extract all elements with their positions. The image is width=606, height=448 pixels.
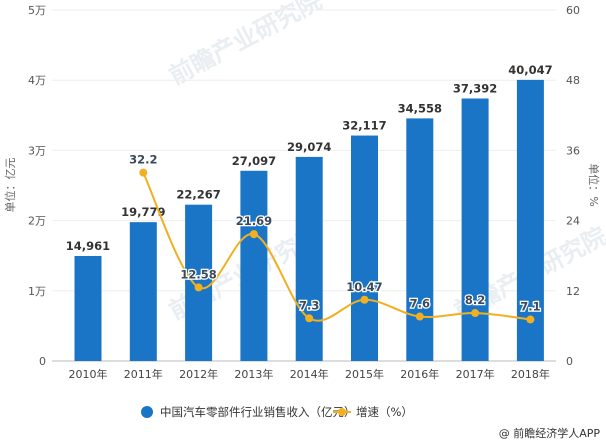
- x-tick-label: 2014年: [290, 367, 329, 381]
- bar-label: 32,117: [342, 119, 386, 133]
- bar-label: 29,074: [287, 140, 331, 154]
- legend-bar-marker: [141, 406, 153, 418]
- y2-axis-label: 单位：%: [587, 163, 601, 206]
- legend-line-label: 增速（%）: [356, 405, 413, 419]
- y2-tick-label: 24: [566, 215, 580, 228]
- y-tick-label: 0: [39, 355, 46, 368]
- growth-point: [526, 315, 535, 324]
- y-tick-label: 3万: [28, 144, 46, 157]
- growth-point: [305, 314, 314, 323]
- x-tick-label: 2018年: [511, 367, 550, 381]
- bar: [74, 255, 102, 361]
- growth-label: 12.58: [180, 267, 216, 281]
- bar: [461, 98, 489, 361]
- growth-point: [415, 312, 424, 321]
- bar: [295, 156, 323, 361]
- bar: [185, 204, 213, 361]
- y2-tick-label: 48: [566, 74, 580, 87]
- legend-line-marker-dot: [338, 408, 346, 416]
- growth-label: 7.6: [410, 297, 430, 311]
- y2-tick-label: 12: [566, 285, 580, 298]
- x-tick-label: 2012年: [179, 367, 218, 381]
- y2-tick-label: 36: [566, 144, 580, 157]
- bar-label: 27,097: [232, 154, 276, 168]
- growth-label: 21.69: [236, 214, 272, 228]
- growth-point: [139, 168, 148, 177]
- growth-point: [249, 230, 258, 239]
- source-label: @ 前瞻经济学人APP: [499, 426, 601, 440]
- y-tick-label: 5万: [28, 4, 46, 17]
- x-tick-label: 2016年: [400, 367, 439, 381]
- bar-label: 40,047: [508, 63, 552, 77]
- x-tick-label: 2011年: [124, 367, 163, 381]
- x-tick-label: 2010年: [69, 367, 108, 381]
- y2-tick-label: 60: [566, 4, 580, 17]
- x-tick-label: 2015年: [345, 367, 384, 381]
- bar: [406, 118, 434, 362]
- growth-label: 7.3: [299, 298, 319, 312]
- y-tick-label: 2万: [28, 215, 46, 228]
- growth-label: 8.2: [465, 293, 485, 307]
- growth-label: 32.2: [129, 153, 157, 167]
- bar-label: 22,267: [176, 188, 220, 202]
- y-tick-label: 1万: [28, 285, 46, 298]
- bar: [129, 222, 157, 361]
- growth-point: [471, 309, 480, 318]
- bar-label: 34,558: [398, 101, 442, 115]
- y-axis-label: 单位：亿元: [3, 158, 17, 213]
- growth-point: [194, 283, 203, 292]
- growth-label: 7.1: [520, 299, 540, 313]
- x-tick-label: 2013年: [234, 367, 273, 381]
- bar-label: 37,392: [453, 82, 497, 96]
- y2-tick-label: 0: [566, 355, 573, 368]
- bar: [351, 135, 378, 361]
- bar: [240, 170, 268, 361]
- bar: [516, 79, 544, 362]
- growth-point: [360, 295, 369, 304]
- watermark: 前瞻产业研究院: [165, 0, 326, 90]
- x-tick-label: 2017年: [456, 367, 495, 381]
- bar-label: 14,961: [66, 239, 110, 253]
- legend-bar-label: 中国汽车零部件行业销售收入（亿元）: [160, 405, 356, 419]
- bar-label: 19,779: [121, 205, 165, 219]
- y-tick-label: 4万: [28, 74, 46, 87]
- growth-label: 10.47: [346, 280, 382, 294]
